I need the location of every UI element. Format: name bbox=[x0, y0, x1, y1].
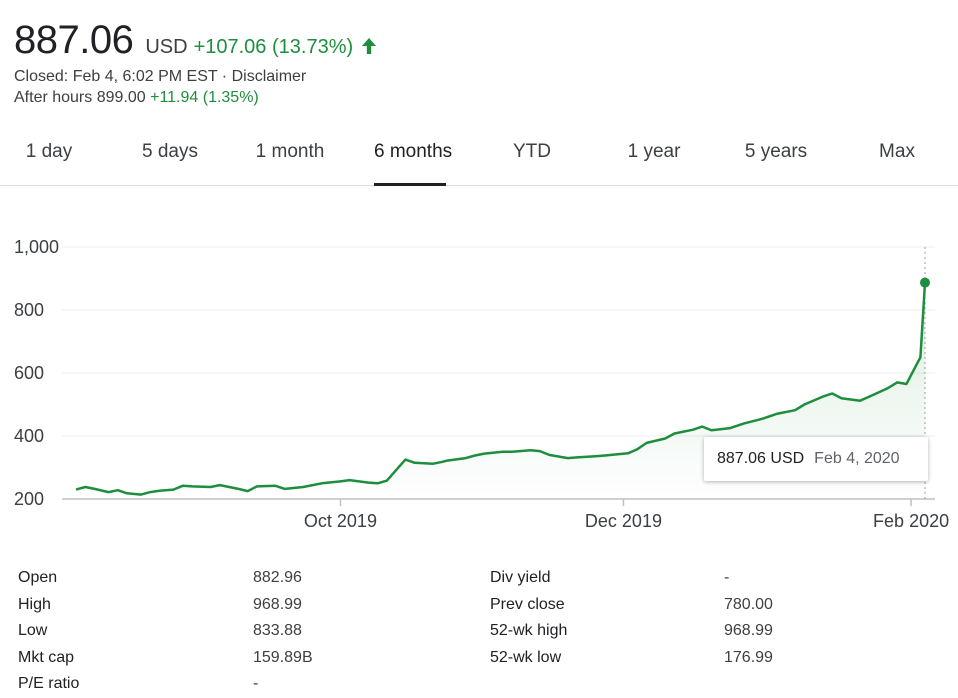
stats-values-left: 882.96 968.99 833.88 159.89B - bbox=[253, 565, 313, 698]
tab-label: 5 days bbox=[142, 141, 198, 162]
stats-values-right: - 780.00 968.99 176.99 bbox=[724, 565, 773, 671]
stat-value: 833.88 bbox=[253, 622, 302, 639]
tab-6-months[interactable]: 6 months bbox=[374, 132, 452, 186]
quote-header: 887.06 USD +107.06 (13.73%) Closed: Feb … bbox=[14, 18, 379, 108]
stat-value: - bbox=[724, 569, 730, 586]
tab-label: Max bbox=[879, 141, 915, 162]
stat-value: 968.99 bbox=[253, 595, 302, 613]
stat-value: - bbox=[253, 675, 259, 692]
y-tick-label: 1,000 bbox=[14, 237, 59, 257]
stat-label: Mkt cap bbox=[18, 648, 75, 666]
tab-ytd[interactable]: YTD bbox=[504, 132, 560, 185]
stat-value: 882.96 bbox=[253, 569, 302, 586]
stat-value: 176.99 bbox=[724, 648, 773, 666]
x-tick-label: Feb 2020 bbox=[873, 511, 949, 531]
y-tick-label: 800 bbox=[14, 300, 44, 320]
stat-label: Div yield bbox=[490, 569, 551, 586]
stat-label: P/E ratio bbox=[18, 675, 80, 692]
after-hours-label: After hours 899.00 bbox=[14, 89, 146, 106]
highlight-point bbox=[920, 277, 930, 288]
tab-label: 1 year bbox=[627, 141, 681, 162]
after-hours-change: +11.94 (1.35%) bbox=[150, 89, 259, 106]
tab-1-day[interactable]: 1 day bbox=[14, 132, 84, 185]
y-tick-label: 200 bbox=[14, 489, 44, 509]
price-change: +107.06 (13.73%) bbox=[193, 36, 354, 58]
price-row: 887.06 USD +107.06 (13.73%) bbox=[14, 18, 379, 62]
stat-label: Prev close bbox=[490, 595, 565, 613]
arrow-up-icon bbox=[362, 38, 377, 54]
after-hours: After hours 899.00 +11.94 (1.35%) bbox=[14, 87, 379, 108]
tooltip-date: Feb 4, 2020 bbox=[814, 450, 900, 467]
series-line bbox=[75, 282, 927, 496]
tab-1-year[interactable]: 1 year bbox=[620, 132, 688, 185]
closed-status: Closed: Feb 4, 6:02 PM EST · Disclaimer bbox=[14, 68, 307, 85]
tab-5-days[interactable]: 5 days bbox=[130, 132, 210, 185]
stat-label: High bbox=[18, 595, 51, 613]
stats-labels-right: Div yield Prev close 52-wk high 52-wk lo… bbox=[490, 565, 567, 671]
tab-1-month[interactable]: 1 month bbox=[248, 132, 332, 185]
stat-label: 52-wk high bbox=[490, 622, 568, 639]
stat-value: 968.99 bbox=[724, 622, 773, 639]
stat-label: 52-wk low bbox=[490, 648, 562, 666]
x-tick-label: Oct 2019 bbox=[304, 511, 377, 531]
tab-label: 5 years bbox=[744, 141, 808, 162]
stat-value: 159.89B bbox=[253, 648, 313, 666]
range-tabs: 1 day 5 days 1 month 6 months YTD 1 year… bbox=[0, 132, 958, 186]
tab-max[interactable]: Max bbox=[870, 132, 924, 185]
y-tick-label: 400 bbox=[14, 426, 44, 446]
tab-label: YTD bbox=[513, 141, 551, 162]
tab-5-years[interactable]: 5 years bbox=[738, 132, 814, 185]
tooltip-price: 887.06 USD bbox=[717, 450, 805, 467]
stat-value: 780.00 bbox=[724, 595, 773, 613]
chart-svg: 1,000 800 600 400 200 Oct 2019 Dec 2019 Feb 202… bbox=[14, 237, 949, 531]
stats-labels-left: Open High Low Mkt cap P/E ratio bbox=[18, 565, 79, 698]
currency-label: USD bbox=[145, 36, 188, 58]
x-tick-label: Dec 2019 bbox=[585, 511, 662, 531]
price-chart[interactable]: 1,000 800 600 400 200 Oct 2019 Dec 2019 Feb 202… bbox=[0, 225, 958, 535]
tab-label: 1 month bbox=[255, 141, 325, 162]
tab-label: 1 day bbox=[25, 141, 73, 162]
y-tick-label: 600 bbox=[14, 363, 44, 383]
tab-label: 6 months bbox=[374, 141, 453, 162]
stat-label: Low bbox=[18, 622, 48, 639]
chart-tooltip: 887.06 USD Feb 4, 2020 bbox=[704, 437, 928, 481]
current-price: 887.06 bbox=[14, 18, 134, 62]
stat-label: Open bbox=[18, 569, 58, 586]
